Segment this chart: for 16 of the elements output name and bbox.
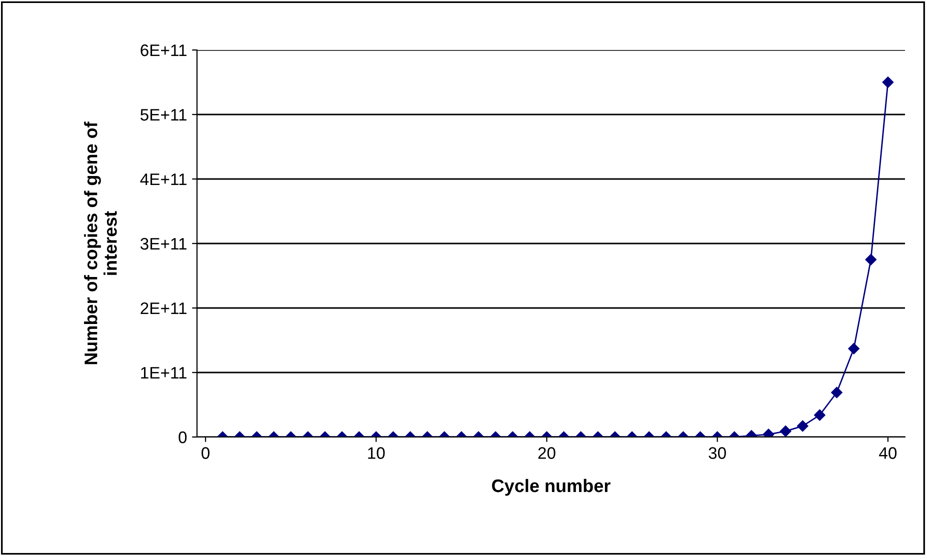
- y-tick-label: 1E+11: [141, 367, 186, 379]
- y-tick-label: 5E+11: [140, 109, 186, 121]
- point: [865, 254, 876, 266]
- y-tick-label: 2E+11: [140, 302, 186, 314]
- x-tick-label: 10: [368, 447, 385, 459]
- x-tick-label: 40: [879, 447, 897, 459]
- y-tick-label: 4E+11: [140, 174, 186, 186]
- y-axis-title: Number of copies of gene of interest: [84, 122, 117, 364]
- y-tick-label: 3E+11: [140, 238, 186, 250]
- x-tick-label: 30: [708, 447, 726, 459]
- y-tick-label: 0: [178, 431, 187, 444]
- x-tick-label: 20: [538, 447, 556, 459]
- y-tick-label: 6E+11: [140, 44, 186, 56]
- x-axis-title: Cycle number: [492, 478, 610, 496]
- point: [882, 76, 894, 88]
- x-tick-label: 0: [202, 447, 210, 459]
